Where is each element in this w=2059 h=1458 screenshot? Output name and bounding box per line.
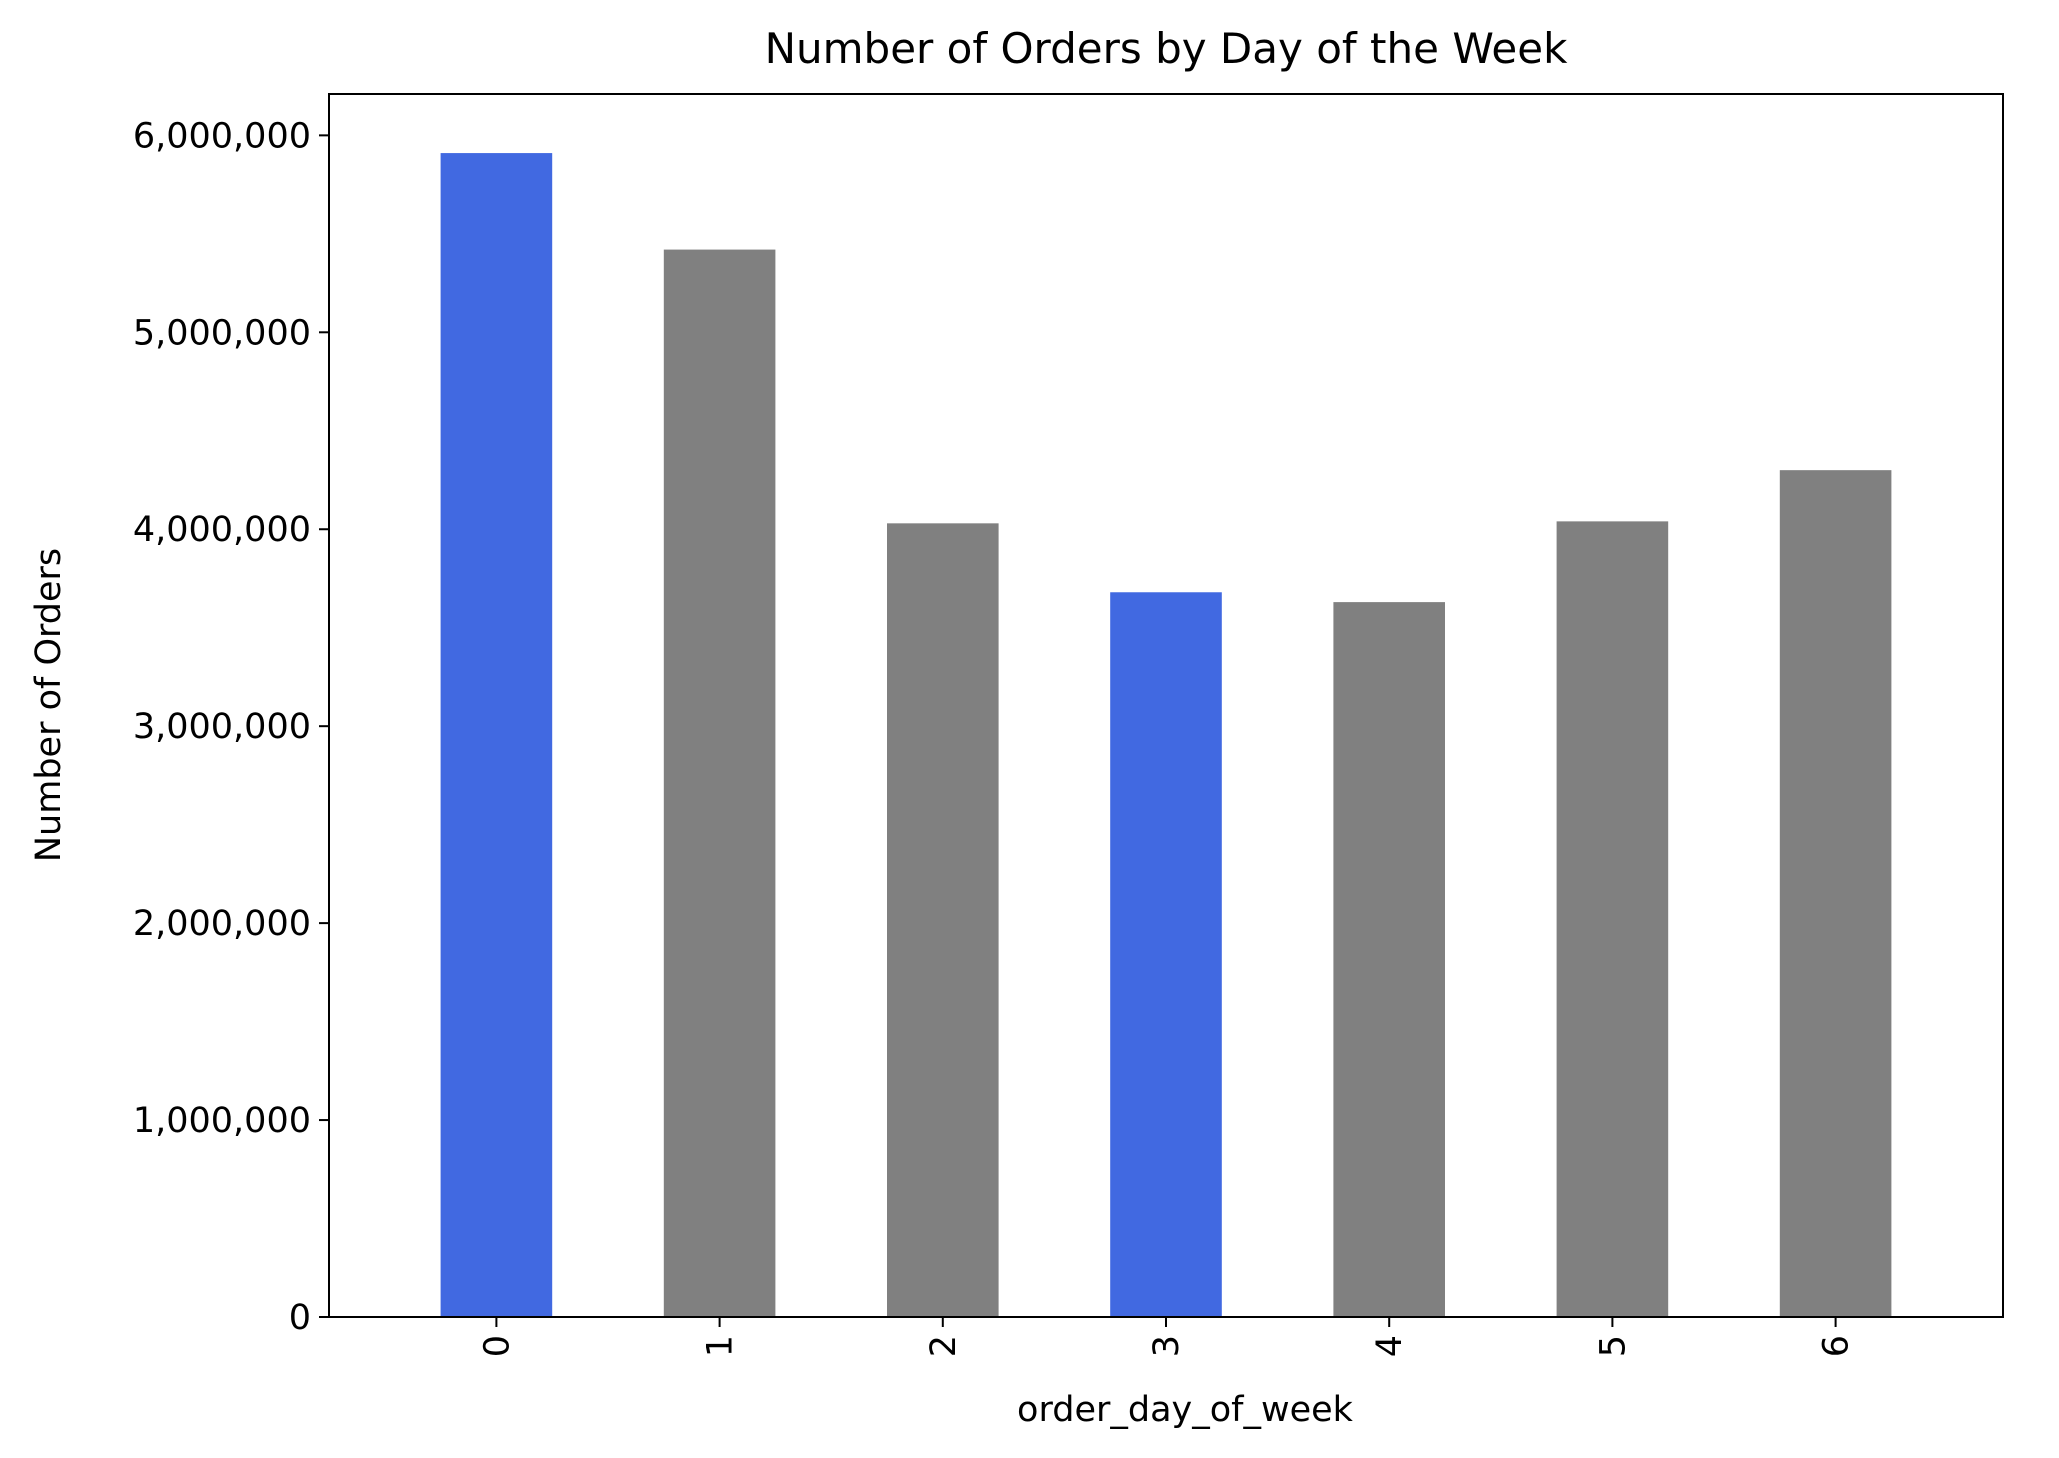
y-tick-label: 0	[289, 1298, 311, 1338]
x-tick-label-1: 1	[701, 1335, 741, 1357]
x-tick-label-3: 3	[1147, 1335, 1187, 1357]
y-tick-label: 2,000,000	[133, 904, 311, 944]
bar-4	[1333, 602, 1445, 1317]
chart-title: Number of Orders by Day of the Week	[765, 24, 1568, 73]
y-tick-label: 4,000,000	[133, 510, 311, 550]
y-axis: 0 1,000,000 2,000,000 3,000,000 4,000,000 5,0…	[133, 116, 329, 1338]
x-tick-label-2: 2	[924, 1335, 964, 1357]
bar-3	[1110, 592, 1222, 1317]
x-tick-label-4: 4	[1370, 1335, 1410, 1357]
plot-frame	[328, 93, 2004, 1318]
bar-6	[1779, 470, 1892, 1317]
x-axis: 0 1 2 3 4 5 6	[477, 1317, 1857, 1357]
bar-0	[440, 153, 553, 1318]
y-tick-label: 6,000,000	[133, 116, 311, 156]
x-tick-label-5: 5	[1593, 1335, 1633, 1357]
bar-1	[663, 249, 776, 1318]
bar-5	[1556, 521, 1669, 1317]
x-tick-label-0: 0	[477, 1335, 517, 1357]
x-axis-label: order_day_of_week	[1017, 1390, 1354, 1430]
x-tick-label-6: 6	[1817, 1335, 1857, 1357]
y-tick-label: 3,000,000	[133, 707, 311, 747]
bar-2	[887, 523, 999, 1317]
y-axis-label: Number of Orders	[29, 548, 69, 862]
y-tick-label: 1,000,000	[133, 1101, 311, 1141]
y-tick-label: 5,000,000	[133, 313, 311, 353]
bars-layer	[440, 153, 1892, 1318]
